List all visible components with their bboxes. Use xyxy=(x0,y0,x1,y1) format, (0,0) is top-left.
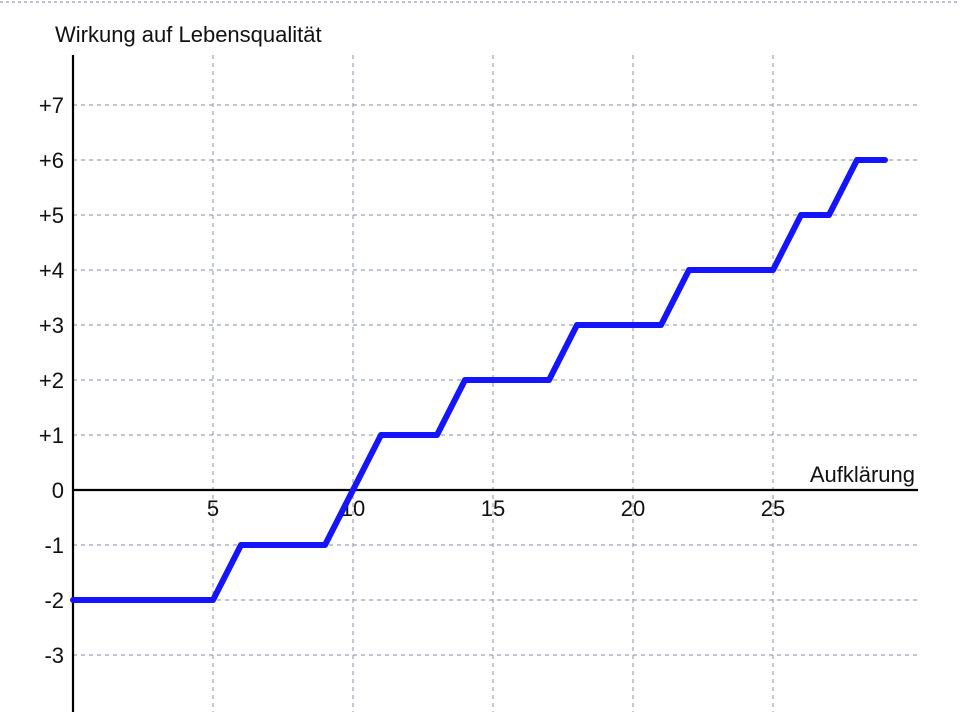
y-tick-label: -2 xyxy=(44,588,64,613)
y-tick-label: +2 xyxy=(39,368,64,393)
y-tick-label: +4 xyxy=(39,258,64,283)
series-line xyxy=(70,157,888,603)
y-tick-label: +1 xyxy=(39,423,64,448)
y-tick-label: +6 xyxy=(39,148,64,173)
axes xyxy=(71,55,918,712)
x-tick-label: 5 xyxy=(207,496,219,521)
y-axis-title: Wirkung auf Lebensqualität xyxy=(55,22,322,47)
x-tick-label: 20 xyxy=(621,496,645,521)
y-tick-label: -3 xyxy=(44,643,64,668)
y-tick-label: +3 xyxy=(39,313,64,338)
grid xyxy=(73,55,918,712)
y-tick-label: +5 xyxy=(39,203,64,228)
y-tick-label: 0 xyxy=(52,478,64,503)
y-tick-label: -1 xyxy=(44,533,64,558)
x-tick-label: 15 xyxy=(481,496,505,521)
x-axis-title: Aufklärung xyxy=(810,462,915,487)
series xyxy=(70,157,888,603)
y-tick-label: +7 xyxy=(39,93,64,118)
x-tick-label: 25 xyxy=(761,496,785,521)
